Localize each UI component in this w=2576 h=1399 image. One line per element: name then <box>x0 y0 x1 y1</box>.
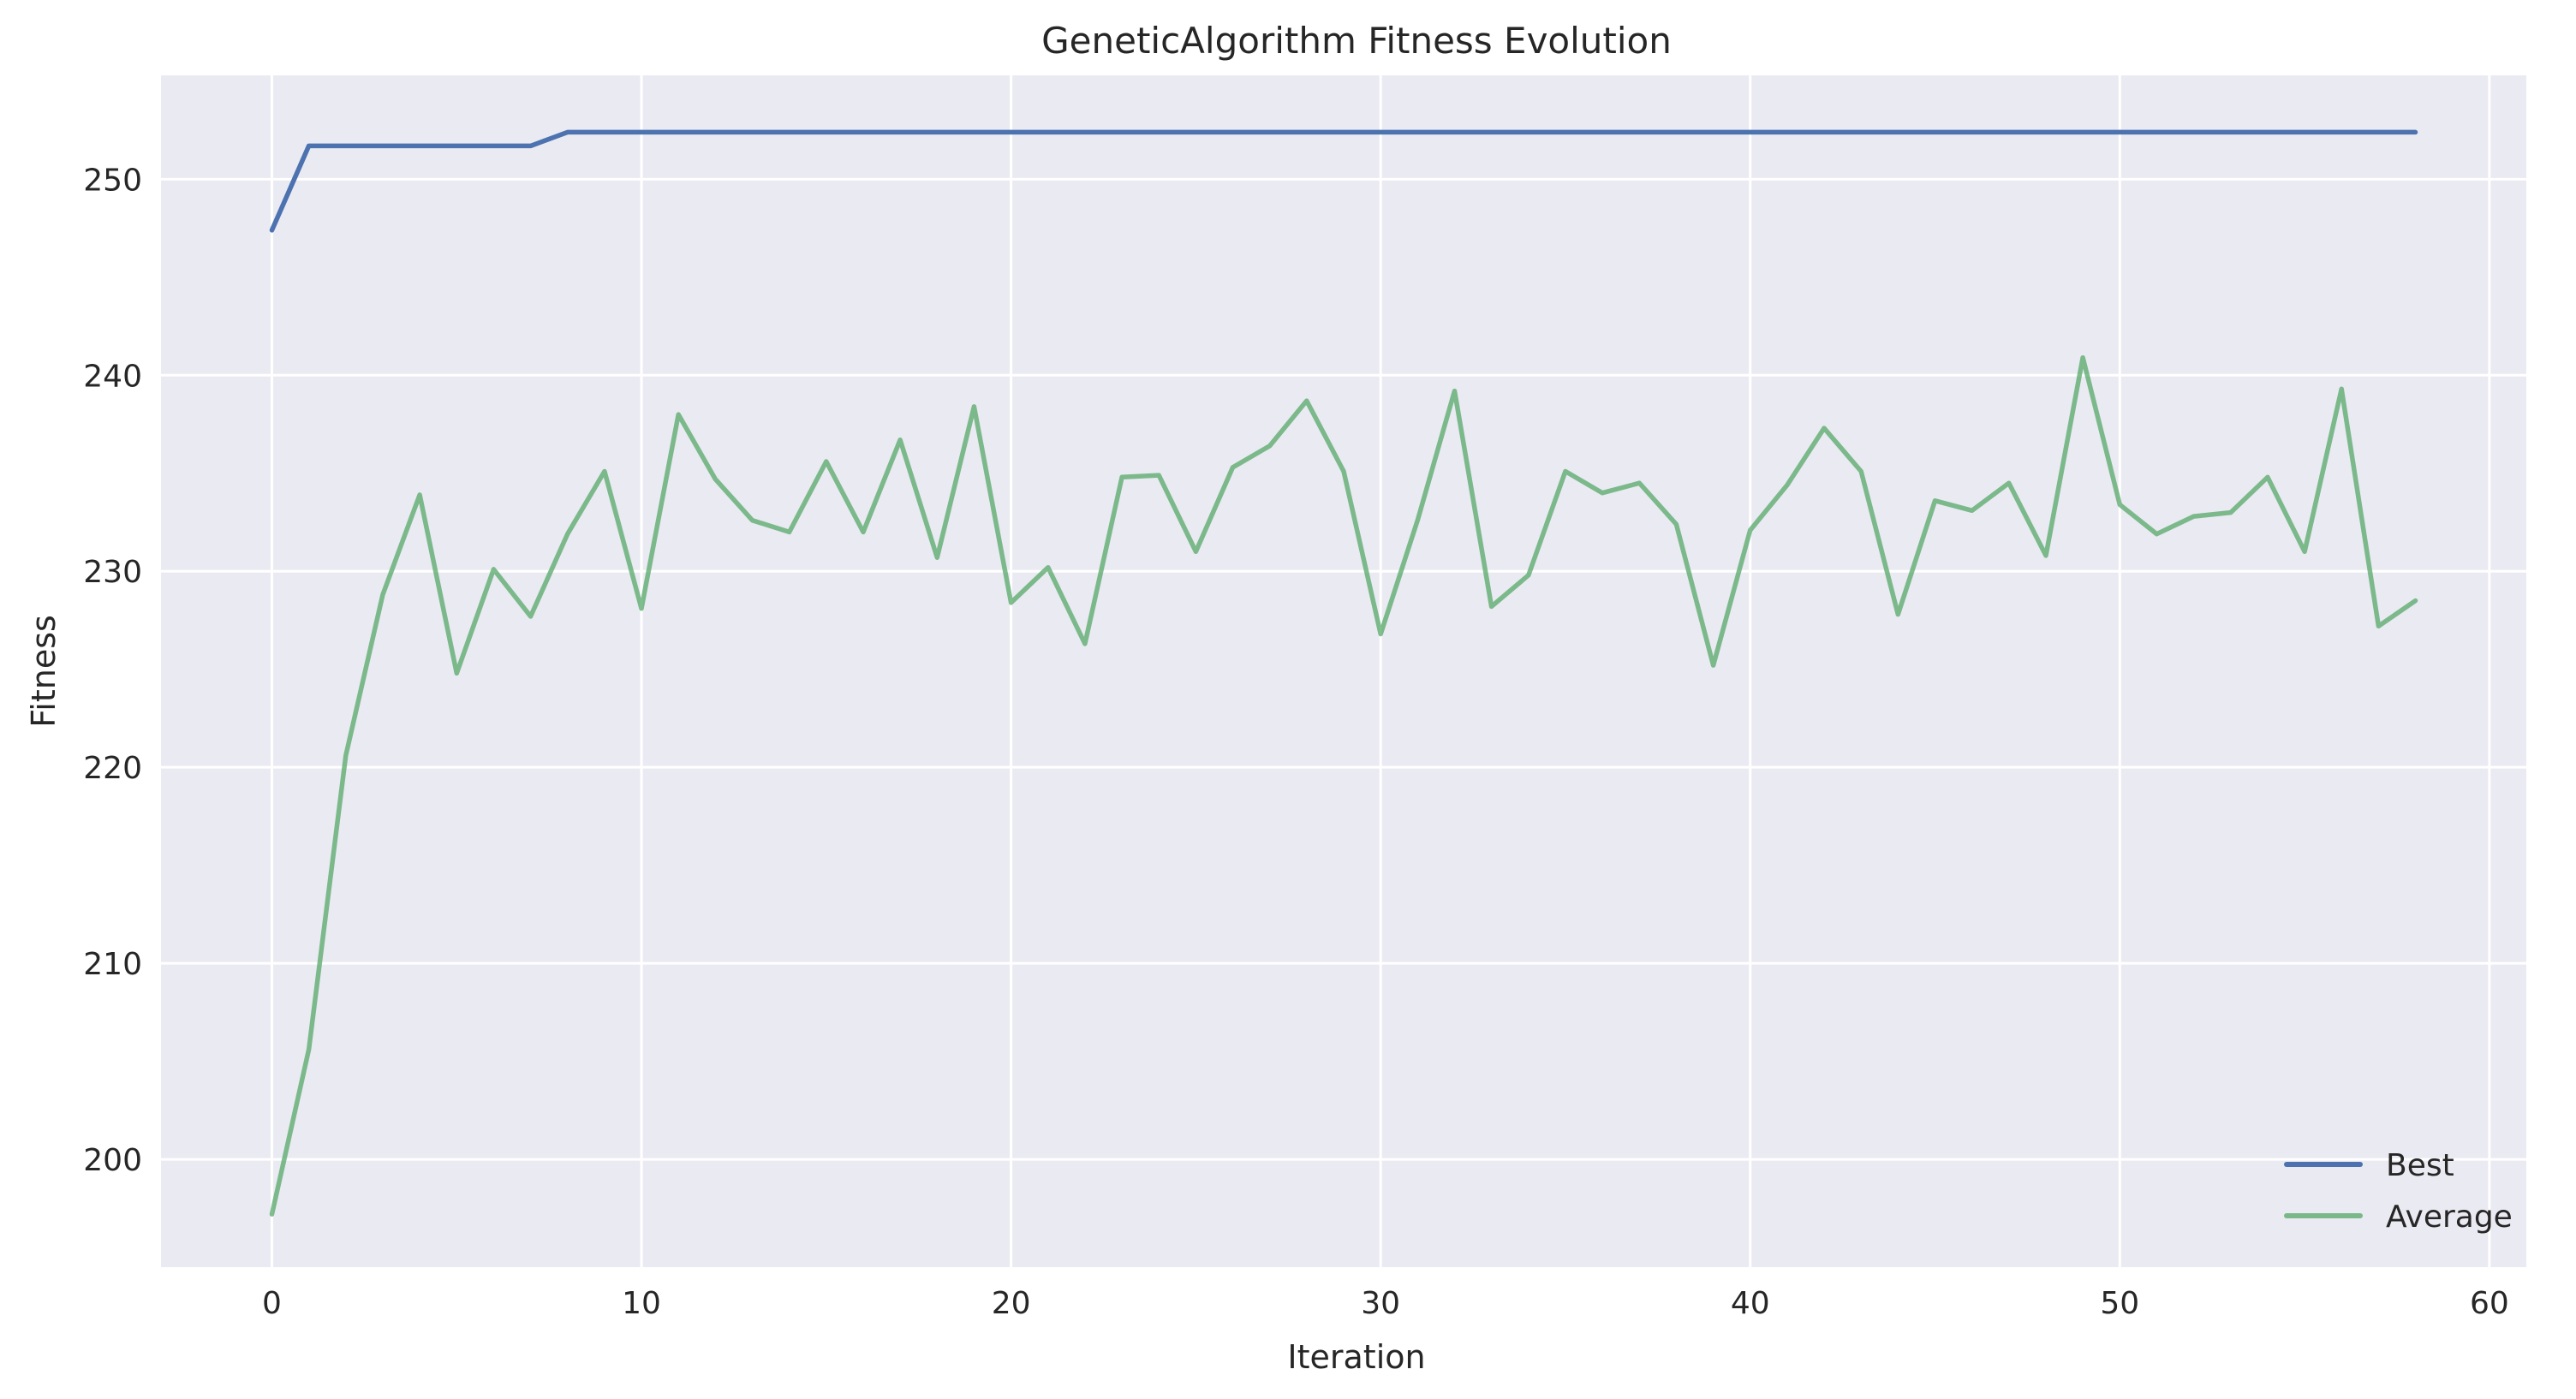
plot-background <box>161 75 2526 1267</box>
y-tick-label: 210 <box>83 947 142 982</box>
x-tick-label: 0 <box>262 1286 282 1321</box>
x-tick-label: 30 <box>1361 1286 1400 1321</box>
y-axis-label: Fitness <box>25 615 63 728</box>
legend: Best Average <box>2284 1148 2513 1235</box>
legend-label-average: Average <box>2386 1200 2513 1235</box>
x-tick-label: 40 <box>1731 1286 1770 1321</box>
x-axis-label: Iteration <box>1287 1338 1425 1376</box>
x-tick-label: 50 <box>2100 1286 2139 1321</box>
legend-label-best: Best <box>2386 1148 2454 1183</box>
x-tick-labels: 0 10 20 30 40 50 60 <box>262 1286 2509 1321</box>
gridlines <box>161 75 2526 1267</box>
y-tick-label: 240 <box>83 359 142 394</box>
series-line-best <box>269 129 2418 233</box>
x-tick-label: 10 <box>622 1286 661 1321</box>
y-tick-label: 220 <box>83 751 142 786</box>
x-tick-label: 60 <box>2470 1286 2509 1321</box>
y-tick-labels: 200 210 220 230 240 250 <box>83 163 142 1178</box>
chart-title: GeneticAlgorithm Fitness Evolution <box>1041 20 1672 62</box>
x-tick-label: 20 <box>992 1286 1031 1321</box>
y-tick-label: 200 <box>83 1143 142 1178</box>
y-tick-label: 230 <box>83 555 142 590</box>
series-line-average <box>269 354 2418 1217</box>
series-lines <box>269 129 2418 1217</box>
y-tick-label: 250 <box>83 163 142 198</box>
